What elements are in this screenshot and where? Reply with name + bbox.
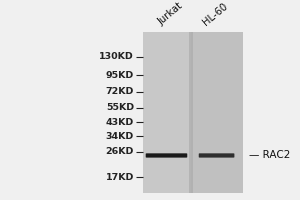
Text: 72KD: 72KD [106, 87, 134, 96]
Text: HL-60: HL-60 [200, 1, 229, 27]
Text: 34KD: 34KD [106, 132, 134, 141]
FancyBboxPatch shape [146, 153, 187, 158]
Text: 43KD: 43KD [106, 118, 134, 127]
Bar [143, 32, 191, 193]
Text: 95KD: 95KD [106, 71, 134, 80]
Text: — RAC2: — RAC2 [249, 150, 290, 160]
Text: 26KD: 26KD [106, 147, 134, 156]
FancyBboxPatch shape [199, 153, 234, 158]
Text: 17KD: 17KD [106, 173, 134, 182]
Text: 55KD: 55KD [106, 103, 134, 112]
Text: 130KD: 130KD [99, 52, 134, 61]
Text: Jurkat: Jurkat [156, 1, 185, 27]
Bar [143, 32, 243, 193]
Bar [189, 32, 193, 193]
